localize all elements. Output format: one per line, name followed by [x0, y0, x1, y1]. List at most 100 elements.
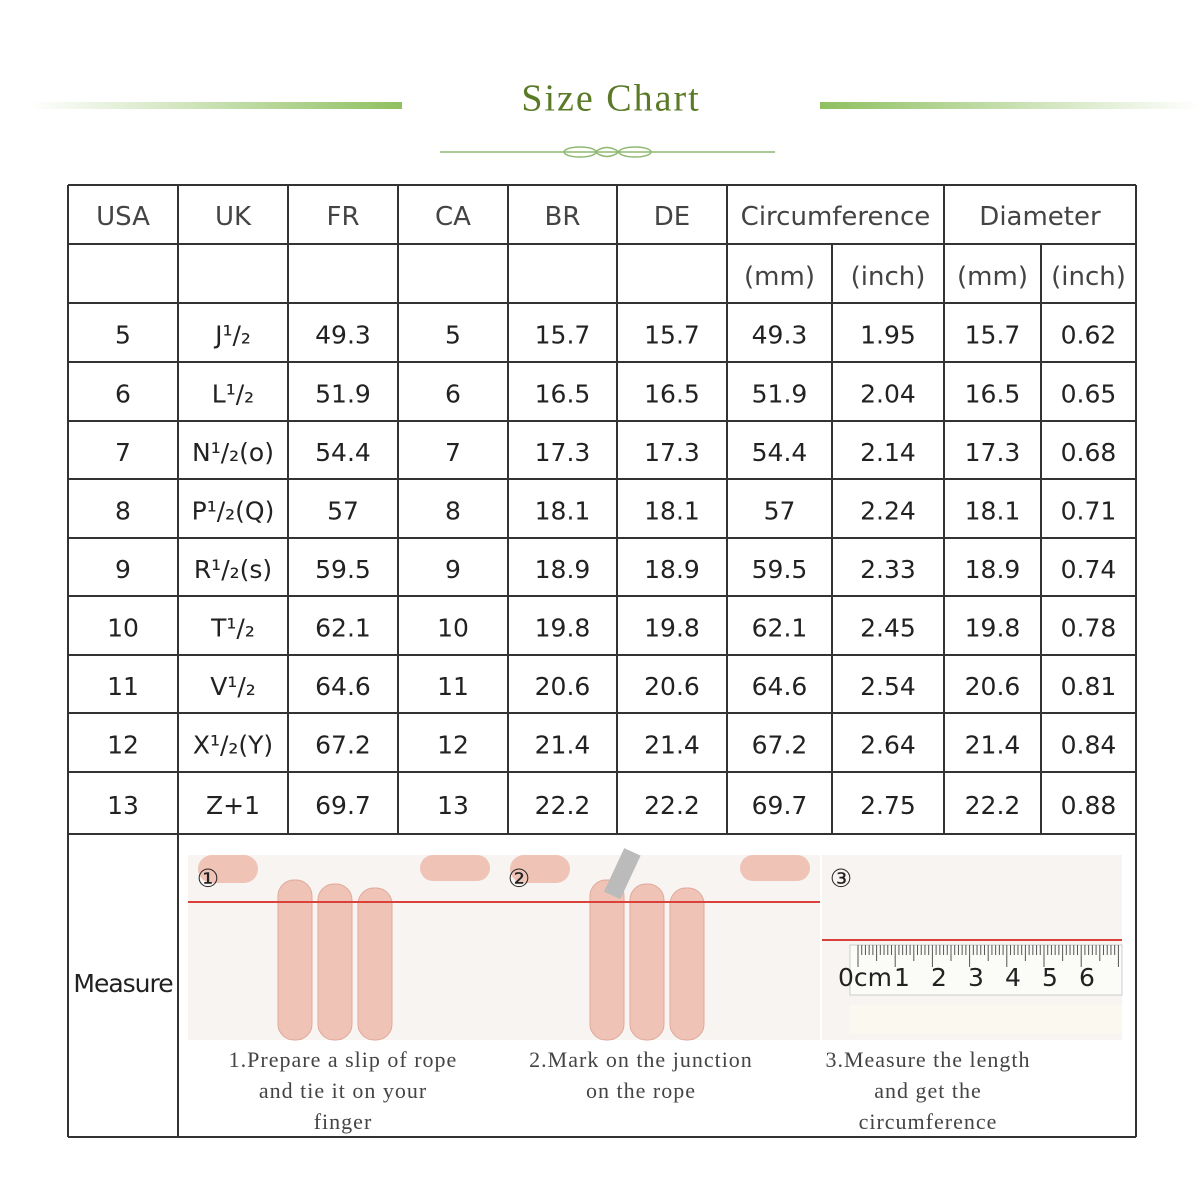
table-cell: 16.5 [644, 380, 700, 409]
column-header: USA [96, 202, 150, 232]
table-cell: 2.14 [860, 438, 916, 467]
unit-header: (mm) [957, 262, 1028, 292]
ruler-edge [850, 1005, 1122, 1033]
table-cell: N¹/₂(o) [192, 438, 274, 467]
table-cell: 5 [115, 321, 131, 350]
step-text: 3.Measure the length [825, 1047, 1030, 1072]
unit-header: (mm) [744, 262, 815, 292]
table-cell: 17.3 [965, 438, 1021, 467]
table-cell: 54.4 [315, 438, 371, 467]
column-header: CA [435, 202, 471, 232]
table-cell: 0.88 [1061, 791, 1117, 820]
decor-line [30, 102, 402, 109]
step-text: finger [314, 1109, 373, 1134]
finger [317, 883, 353, 1041]
table-cell: 19.8 [644, 614, 700, 643]
table-cell: R¹/₂(s) [194, 555, 272, 584]
step-text: and get the [874, 1078, 982, 1103]
table-cell: 59.5 [752, 555, 808, 584]
table-cell: 19.8 [965, 614, 1021, 643]
table-cell: 12 [107, 731, 139, 760]
table-cell: 2.04 [860, 380, 916, 409]
table-cell: 6 [445, 380, 461, 409]
table-cell: 11 [107, 672, 139, 701]
table-cell: 18.1 [535, 497, 591, 526]
table-cell: 2.45 [860, 614, 916, 643]
table-cell: 19.8 [535, 614, 591, 643]
table-cell: P¹/₂(Q) [192, 497, 275, 526]
table-cell: J¹/₂ [213, 321, 251, 350]
table-cell: 0.71 [1061, 497, 1117, 526]
table-cell: T¹/₂ [210, 614, 255, 643]
ruler-label: 1 [894, 963, 910, 992]
finger [420, 855, 490, 881]
table-cell: 1.95 [860, 321, 916, 350]
ruler-label: 6 [1079, 963, 1095, 992]
table-cell: 49.3 [315, 321, 371, 350]
ornament [440, 146, 775, 158]
table-cell: 18.9 [965, 555, 1021, 584]
ruler-label: 0cm [838, 963, 892, 992]
table-cell: 11 [437, 672, 469, 701]
table-cell: 2.54 [860, 672, 916, 701]
table-cell: V¹/₂ [210, 672, 256, 701]
table-cell: 0.62 [1061, 321, 1117, 350]
step-text: 2.Mark on the junction [529, 1047, 753, 1072]
table-cell: 9 [445, 555, 461, 584]
table-cell: 2.75 [860, 791, 916, 820]
ruler-label: 3 [968, 963, 984, 992]
table-cell: 2.64 [860, 731, 916, 760]
column-header: UK [215, 202, 252, 232]
table-cell: 5 [445, 321, 461, 350]
table-cell: 59.5 [315, 555, 371, 584]
table-cell: 62.1 [752, 614, 808, 643]
table-cell: 0.65 [1061, 380, 1117, 409]
table-cell: 20.6 [644, 672, 700, 701]
table-cell: 49.3 [752, 321, 808, 350]
unit-header: (inch) [851, 262, 926, 292]
table-cell: 21.4 [965, 731, 1021, 760]
table-cell: 0.78 [1061, 614, 1117, 643]
table-cell: 10 [107, 614, 139, 643]
table-cell: 15.7 [965, 321, 1021, 350]
table-cell: 8 [445, 497, 461, 526]
pen [604, 848, 641, 900]
table-cell: 69.7 [752, 791, 808, 820]
finger [629, 883, 665, 1041]
table-cell: 15.7 [535, 321, 591, 350]
table-cell: 20.6 [535, 672, 591, 701]
column-header: Circumference [741, 202, 931, 232]
column-header: DE [654, 202, 690, 232]
finger [669, 887, 705, 1041]
table-cell: 10 [437, 614, 469, 643]
column-header: Diameter [979, 202, 1101, 232]
table-cell: 21.4 [644, 731, 700, 760]
table-cell: 18.1 [965, 497, 1021, 526]
table-cell: 2.33 [860, 555, 916, 584]
table-cell: 17.3 [535, 438, 591, 467]
finger [198, 855, 258, 883]
measure-label: Measure [73, 969, 173, 998]
column-header: FR [326, 202, 359, 232]
table-cell: 69.7 [315, 791, 371, 820]
table-cell: 0.74 [1061, 555, 1117, 584]
table-cell: 22.2 [965, 791, 1021, 820]
finger [277, 879, 313, 1041]
table-cell: 9 [115, 555, 131, 584]
step-number: ③ [830, 864, 852, 893]
table-cell: 13 [107, 791, 139, 820]
table-cell: 16.5 [535, 380, 591, 409]
ruler-label: 2 [931, 963, 947, 992]
table-cell: 67.2 [752, 731, 808, 760]
table-cell: 64.6 [752, 672, 808, 701]
table-cell: 67.2 [315, 731, 371, 760]
table-cell: 54.4 [752, 438, 808, 467]
table-cell: 57 [327, 497, 359, 526]
table-cell: 12 [437, 731, 469, 760]
table-cell: 0.68 [1061, 438, 1117, 467]
table-cell: 15.7 [644, 321, 700, 350]
table-cell: 18.9 [535, 555, 591, 584]
table-cell: 64.6 [315, 672, 371, 701]
table-cell: 20.6 [965, 672, 1021, 701]
